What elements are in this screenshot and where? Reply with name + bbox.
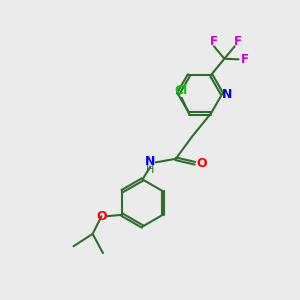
Text: F: F (234, 34, 242, 48)
Text: F: F (241, 53, 249, 66)
Text: F: F (210, 34, 218, 48)
Text: H: H (146, 165, 154, 175)
Text: Cl: Cl (174, 84, 188, 97)
Text: O: O (96, 210, 107, 223)
Text: N: N (145, 155, 156, 168)
Text: O: O (196, 157, 207, 170)
Text: N: N (222, 88, 233, 100)
